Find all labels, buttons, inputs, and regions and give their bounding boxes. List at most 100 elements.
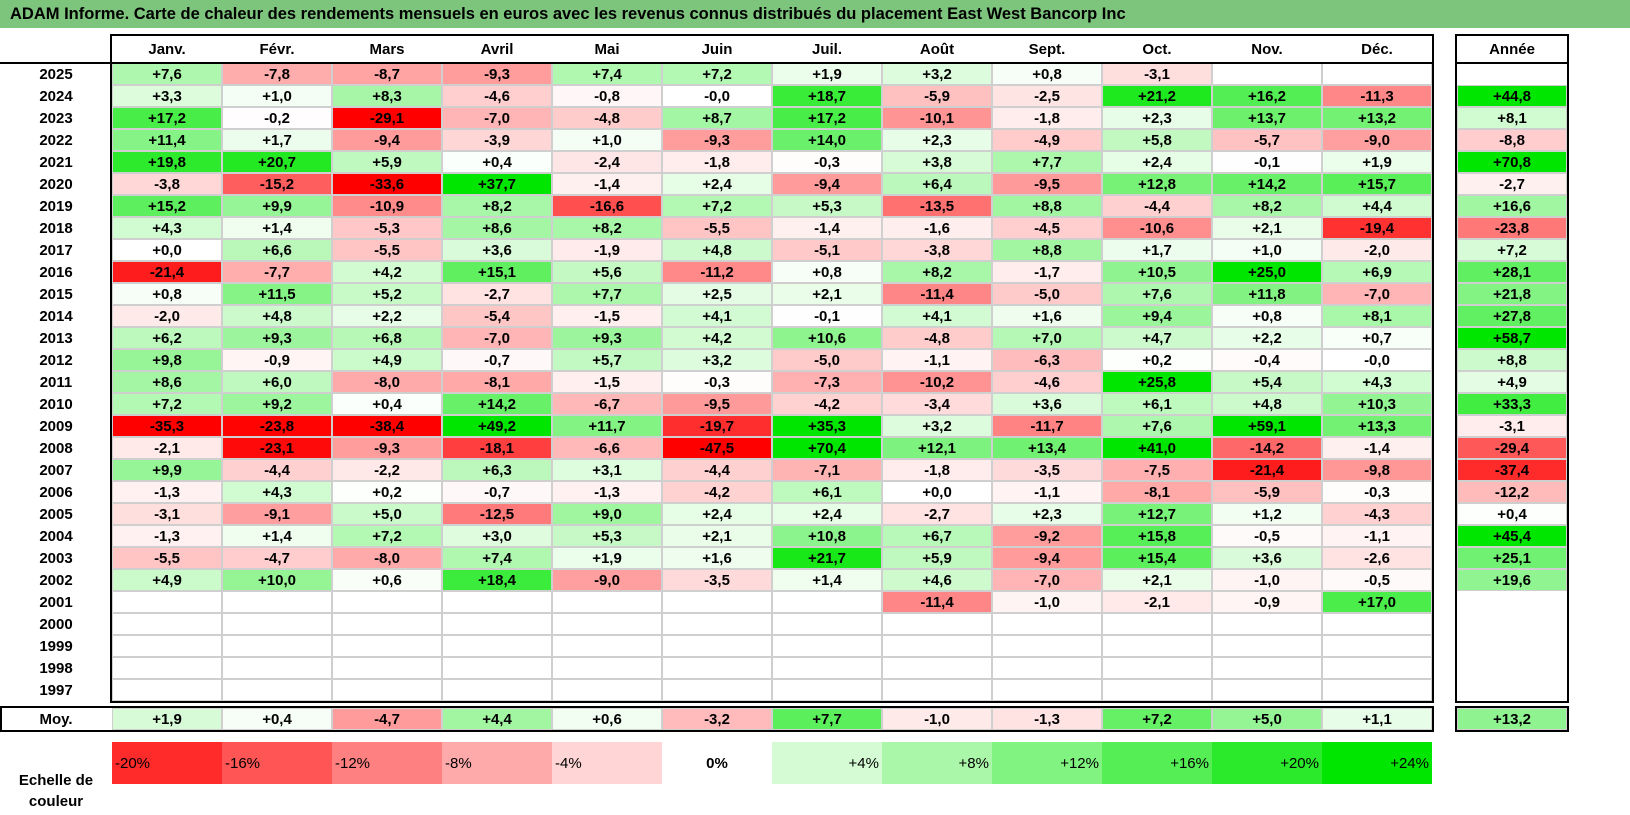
heatmap-cell: +9,2 — [222, 393, 332, 415]
heatmap-cell: -16,6 — [552, 195, 662, 217]
heatmap-cell: -4,2 — [772, 393, 882, 415]
heatmap-cell: +1,7 — [1102, 239, 1212, 261]
heatmap-cell: +9,9 — [112, 459, 222, 481]
heatmap-cell: -0,5 — [1212, 525, 1322, 547]
heatmap-cell: +5,4 — [1212, 371, 1322, 393]
heatmap-cell: +10,5 — [1102, 261, 1212, 283]
color-scale-swatch: -12% — [332, 742, 442, 784]
heatmap-cell: +6,2 — [112, 327, 222, 349]
heatmap-cell: -3,1 — [112, 503, 222, 525]
heatmap-cell: +0,4 — [442, 151, 552, 173]
year-label: 1999 — [39, 637, 73, 655]
heatmap-cell — [882, 635, 992, 657]
heatmap-cell: +0,8 — [1212, 305, 1322, 327]
heatmap-cell — [112, 657, 222, 679]
average-year-cell: +13,2 — [1457, 708, 1567, 730]
heatmap-cell: +1,7 — [222, 129, 332, 151]
year-label: 2014 — [39, 307, 73, 325]
average-cell: +7,2 — [1102, 708, 1212, 730]
heatmap-cell: -14,2 — [1212, 437, 1322, 459]
heatmap-cell: +6,4 — [882, 173, 992, 195]
heatmap-cell: +5,0 — [332, 503, 442, 525]
average-cell: +1,1 — [1322, 708, 1432, 730]
heatmap-cell: -1,4 — [552, 173, 662, 195]
color-scale-swatch: +20% — [1212, 742, 1322, 784]
heatmap-cell: -5,5 — [332, 239, 442, 261]
heatmap-cell: -12,5 — [442, 503, 552, 525]
heatmap-cell: -1,0 — [1212, 569, 1322, 591]
year-label: 2018 — [39, 219, 73, 237]
heatmap-cell: +17,0 — [1322, 591, 1432, 613]
heatmap-cell: -5,9 — [1212, 481, 1322, 503]
heatmap-cell: -19,4 — [1322, 217, 1432, 239]
heatmap-cell: -35,3 — [112, 415, 222, 437]
heatmap-cell: -5,1 — [772, 239, 882, 261]
heatmap-cell: -3,1 — [1102, 63, 1212, 85]
column-header: Nov. — [1251, 40, 1283, 58]
heatmap-cell: +4,8 — [1212, 393, 1322, 415]
heatmap-cell — [662, 679, 772, 701]
heatmap-cell: +2,3 — [1102, 107, 1212, 129]
heatmap-cell: +8,2 — [882, 261, 992, 283]
heatmap-cell — [992, 635, 1102, 657]
heatmap-cell — [552, 657, 662, 679]
heatmap-cell: -1,5 — [552, 305, 662, 327]
heatmap-cell: -2,6 — [1322, 547, 1432, 569]
heatmap-cell: +3,2 — [882, 63, 992, 85]
year-total-cell — [1457, 635, 1567, 657]
color-scale-label: Echelle de couleur — [18, 772, 94, 810]
heatmap-cell — [992, 679, 1102, 701]
heatmap-cell: -7,8 — [222, 63, 332, 85]
heatmap-cell: -4,9 — [992, 129, 1102, 151]
heatmap-cell: +13,3 — [1322, 415, 1432, 437]
heatmap-cell: -10,6 — [1102, 217, 1212, 239]
heatmap-cell: +2,2 — [1212, 327, 1322, 349]
color-scale-swatch: +24% — [1322, 742, 1432, 784]
heatmap-cell: +5,2 — [332, 283, 442, 305]
heatmap-cell — [772, 591, 882, 613]
heatmap-cell: +1,9 — [1322, 151, 1432, 173]
heatmap-cell: +37,7 — [442, 173, 552, 195]
heatmap-cell: +2,1 — [1212, 217, 1322, 239]
heatmap-cell — [222, 657, 332, 679]
heatmap-cell — [1102, 613, 1212, 635]
heatmap-cell: +3,6 — [442, 239, 552, 261]
year-label: 2009 — [39, 417, 73, 435]
year-label: 2025 — [39, 65, 73, 83]
heatmap-cell — [442, 657, 552, 679]
heatmap-cell: -18,1 — [442, 437, 552, 459]
heatmap-cell: +3,1 — [552, 459, 662, 481]
column-header: Déc. — [1361, 40, 1393, 58]
heatmap-cell — [1322, 657, 1432, 679]
heatmap-cell — [662, 591, 772, 613]
heatmap-cell — [332, 613, 442, 635]
year-total-cell: +16,6 — [1457, 195, 1567, 217]
heatmap-cell: +18,4 — [442, 569, 552, 591]
heatmap-cell: -1,9 — [552, 239, 662, 261]
heatmap-cell: -2,0 — [1322, 239, 1432, 261]
year-label: 2007 — [39, 461, 73, 479]
heatmap-cell: -7,3 — [772, 371, 882, 393]
heatmap-cell: -1,8 — [992, 107, 1102, 129]
color-scale-swatch: -4% — [552, 742, 662, 784]
heatmap-cell: +8,6 — [112, 371, 222, 393]
heatmap-cell: -1,4 — [1322, 437, 1432, 459]
heatmap-cell: +4,7 — [1102, 327, 1212, 349]
year-label: 2017 — [39, 241, 73, 259]
average-cell: +7,7 — [772, 708, 882, 730]
heatmap-cell: +0,7 — [1322, 327, 1432, 349]
heatmap-cell: +2,1 — [662, 525, 772, 547]
heatmap-cell — [442, 635, 552, 657]
heatmap-cell: +4,9 — [332, 349, 442, 371]
heatmap-cell: +1,4 — [222, 525, 332, 547]
heatmap-cell: -0,0 — [662, 85, 772, 107]
heatmap-cell: +70,4 — [772, 437, 882, 459]
heatmap-cell: -7,7 — [222, 261, 332, 283]
heatmap-cell — [332, 635, 442, 657]
heatmap-cell: +35,3 — [772, 415, 882, 437]
heatmap-cell: -4,4 — [1102, 195, 1212, 217]
color-scale-swatch: -20% — [112, 742, 222, 784]
heatmap-cell: +14,2 — [442, 393, 552, 415]
heatmap-cell: +8,3 — [332, 85, 442, 107]
heatmap-cell: -13,5 — [882, 195, 992, 217]
